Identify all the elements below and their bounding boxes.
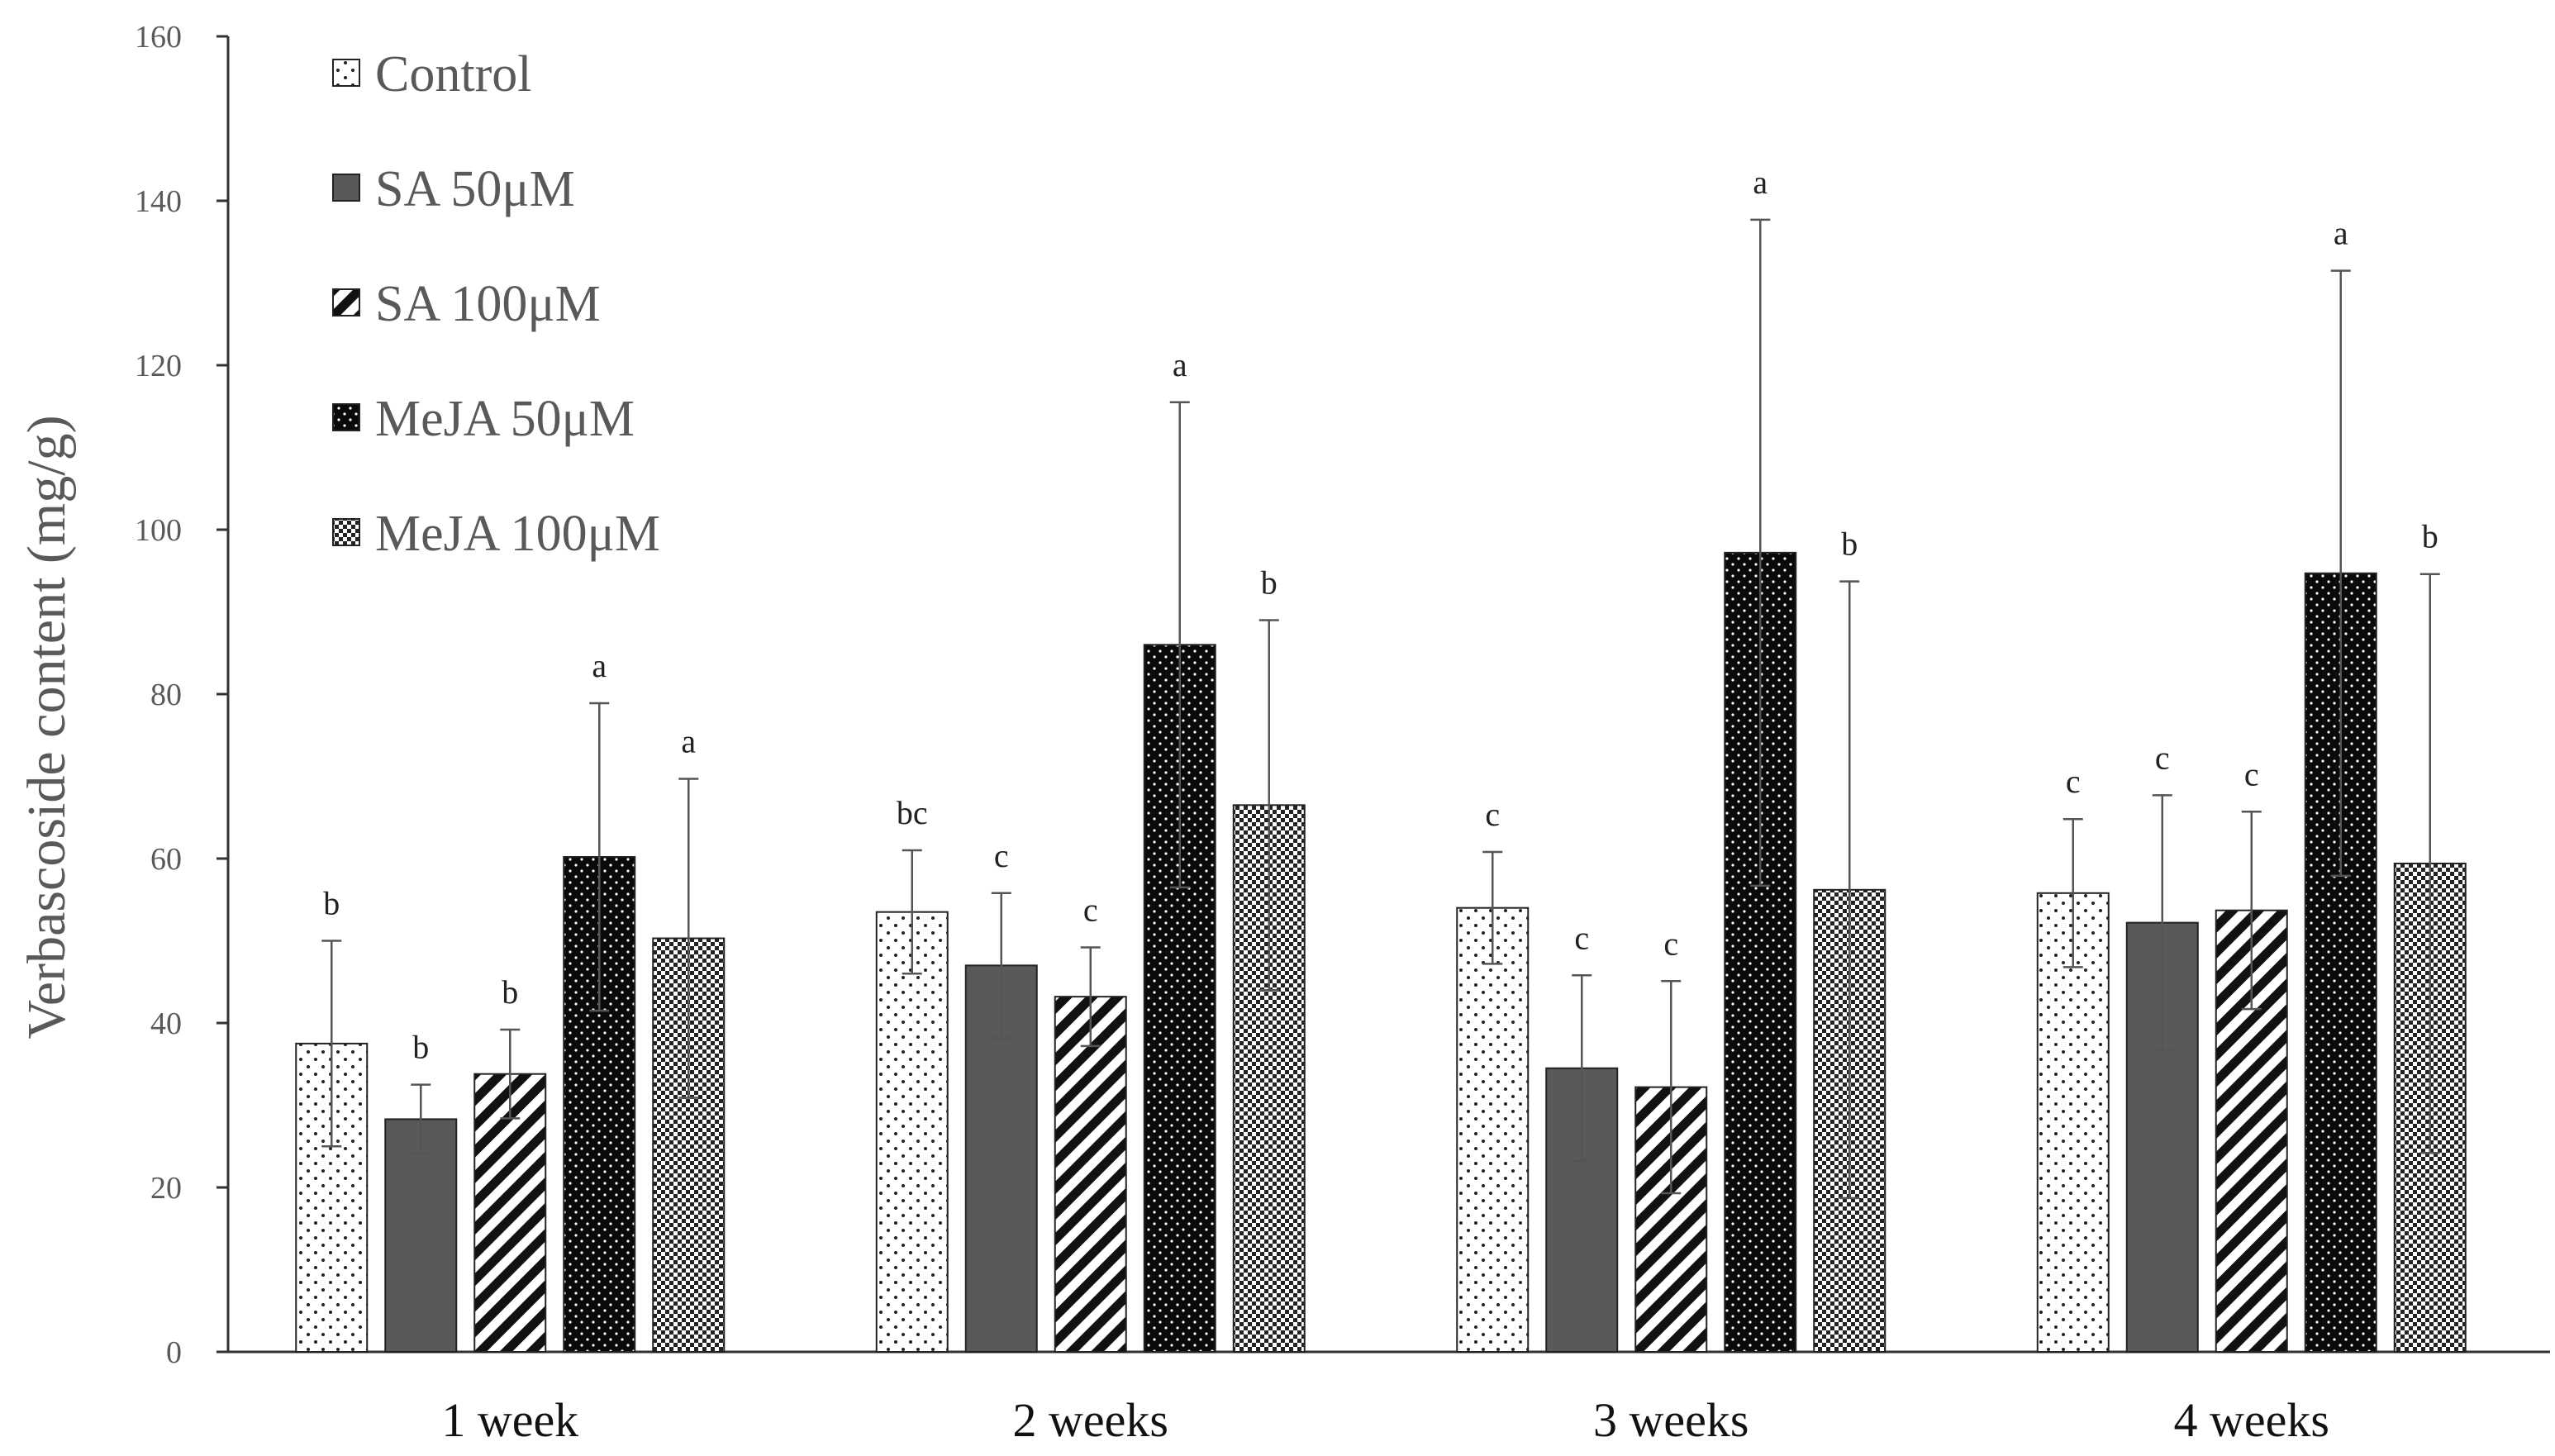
bar	[473, 1073, 547, 1353]
significance-letter: b	[2422, 518, 2438, 555]
bar-group: c c c a b	[1456, 164, 1887, 1354]
bar	[875, 911, 949, 1354]
bar-group: bc c c a b	[875, 346, 1306, 1354]
y-tick-label: 40	[150, 1006, 182, 1041]
legend: Control SA 50μM SA 100μM MeJA 50μM MeJA 100μ…	[332, 46, 660, 562]
significance-letter: c	[1574, 919, 1589, 956]
legend-item: MeJA 100μM	[332, 506, 660, 562]
legend-label: SA 100μM	[375, 276, 601, 332]
y-axis-ticks: 0 20 40 60 80 100 120 140 160	[135, 20, 228, 1370]
y-tick-label: 140	[135, 184, 182, 219]
significance-letter: a	[681, 722, 696, 759]
x-category-label: 1 week	[441, 1393, 578, 1447]
legend-item: SA 100μM	[332, 276, 601, 332]
y-tick-label: 120	[135, 349, 182, 383]
significance-letter: c	[1485, 796, 1500, 833]
significance-letter: b	[502, 973, 518, 1011]
significance-letter: b	[323, 885, 340, 922]
significance-letter: b	[1261, 564, 1278, 601]
x-category-label: 4 weeks	[2174, 1393, 2329, 1447]
legend-swatch	[332, 174, 360, 202]
significance-letter: bc	[897, 794, 928, 831]
legend-item: MeJA 50μM	[332, 391, 635, 447]
y-tick-label: 60	[150, 842, 182, 877]
legend-swatch	[332, 403, 360, 431]
legend-swatch	[332, 518, 360, 546]
significance-letter: a	[592, 647, 607, 684]
significance-letter: a	[2334, 215, 2348, 252]
bar	[2036, 892, 2110, 1354]
significance-letter: c	[2244, 755, 2259, 792]
significance-letter: b	[1841, 526, 1858, 563]
bar	[563, 856, 636, 1353]
significance-letter: c	[1663, 925, 1678, 962]
bar-group: b b b a a	[295, 647, 726, 1354]
significance-letter: b	[412, 1029, 429, 1066]
legend-swatch	[332, 288, 360, 316]
significance-letter: a	[1173, 346, 1187, 383]
significance-letter: a	[1753, 164, 1768, 201]
bar	[1054, 996, 1127, 1354]
x-category-label: 3 weeks	[1593, 1393, 1749, 1447]
legend-item: Control	[332, 46, 531, 102]
y-tick-label: 100	[135, 513, 182, 548]
y-tick-label: 0	[166, 1335, 182, 1370]
legend-label: MeJA 50μM	[375, 391, 635, 447]
significance-letter: c	[2155, 739, 2170, 776]
y-tick-label: 80	[150, 678, 182, 712]
legend-label: MeJA 100μM	[375, 506, 660, 562]
legend-swatch	[332, 59, 360, 87]
legend-label: Control	[375, 46, 531, 102]
bar	[384, 1118, 458, 1354]
significance-letter: c	[994, 837, 1009, 874]
x-axis-category-labels: 1 week 2 weeks 3 weeks 4 weeks	[441, 1393, 2329, 1447]
legend-item: SA 50μM	[332, 161, 575, 217]
bar	[1456, 906, 1530, 1353]
y-axis-title: Verbascoside content (mg/g)	[17, 415, 77, 1039]
bar-group: c c c a b	[2036, 215, 2467, 1354]
y-tick-label: 160	[135, 20, 182, 55]
x-category-label: 2 weeks	[1013, 1393, 1168, 1447]
bar	[1143, 644, 1216, 1353]
y-tick-label: 20	[150, 1171, 182, 1206]
significance-letter: c	[1083, 891, 1098, 928]
legend-label: SA 50μM	[375, 161, 575, 217]
significance-letter: c	[2066, 763, 2081, 800]
